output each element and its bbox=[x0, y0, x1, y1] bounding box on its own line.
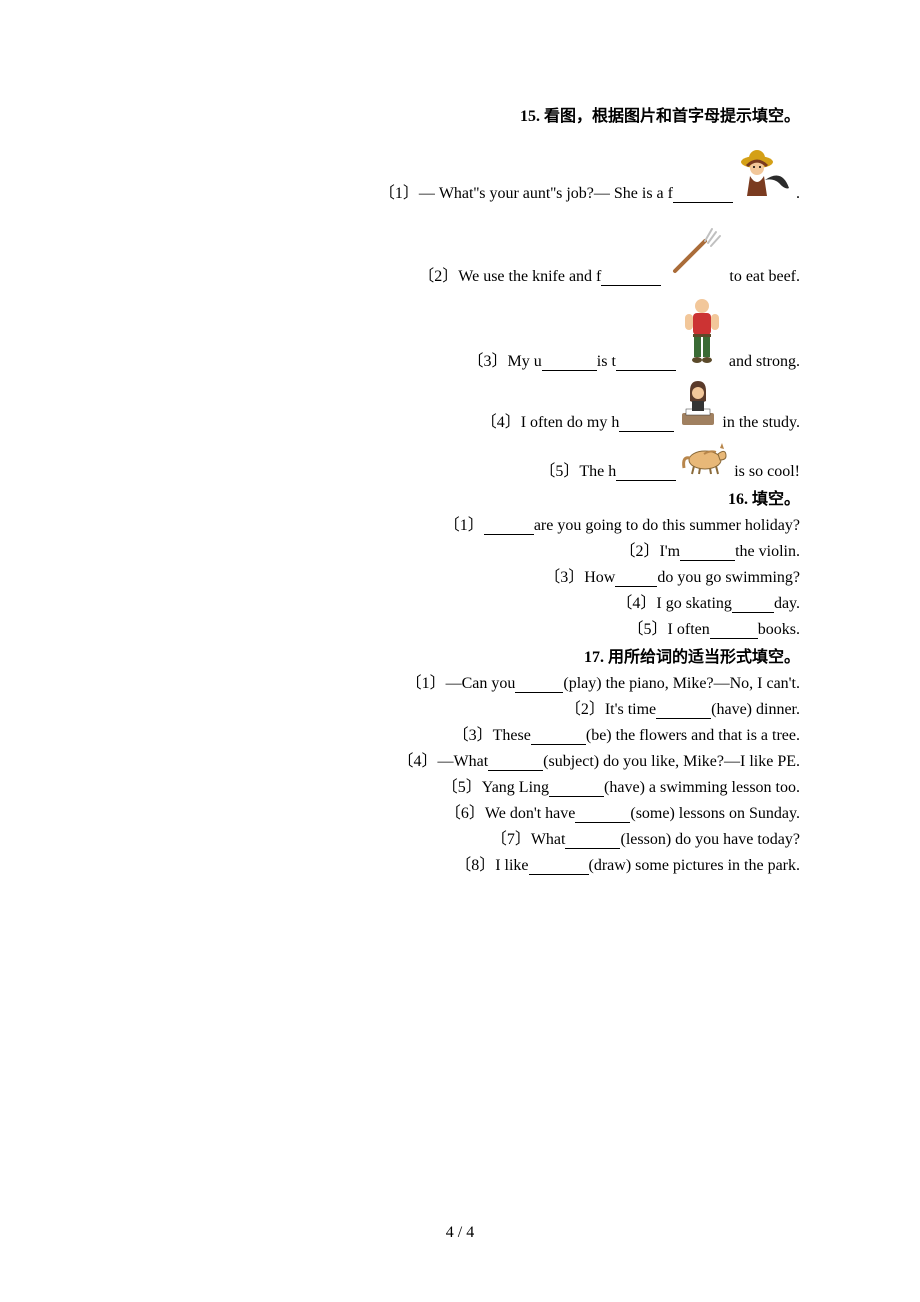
page-number: 4 / 4 bbox=[446, 1224, 474, 1241]
s17-heading-text: 17. 用所给词的适当形式填空。 bbox=[584, 643, 800, 667]
text: do you go swimming? bbox=[657, 569, 800, 587]
text: . bbox=[796, 185, 800, 203]
s15-item-4: 〔4〕I often do my h in the study. bbox=[120, 379, 800, 432]
farmer-woman-icon bbox=[737, 148, 792, 203]
s16-item-3: 〔3〕How do you go swimming? bbox=[120, 561, 800, 587]
text: 〔3〕These bbox=[453, 721, 531, 745]
blank[interactable] bbox=[484, 520, 534, 535]
page-footer: 4 / 4 bbox=[0, 1224, 920, 1242]
s16-item-2: 〔2〕I'm the violin. bbox=[120, 535, 800, 561]
strong-man-icon bbox=[680, 296, 725, 371]
s16-heading-text: 16. 填空。 bbox=[728, 485, 800, 509]
blank[interactable] bbox=[616, 356, 676, 371]
text: 〔2〕We use the knife and f bbox=[418, 262, 601, 286]
text: (subject) do you like, Mike?—I like PE. bbox=[543, 753, 800, 771]
blank[interactable] bbox=[732, 598, 774, 613]
s17-heading: 17. 用所给词的适当形式填空。 bbox=[120, 641, 800, 667]
s16-item-5: 〔5〕I often books. bbox=[120, 613, 800, 639]
text: (draw) some pictures in the park. bbox=[589, 857, 800, 875]
text: 〔3〕How bbox=[544, 563, 615, 587]
text: the violin. bbox=[735, 543, 800, 561]
text: (some) lessons on Sunday. bbox=[630, 805, 800, 823]
text: 〔5〕I often bbox=[628, 615, 710, 639]
s17-item-4: 〔4〕—What (subject) do you like, Mike?—I … bbox=[120, 745, 800, 771]
blank[interactable] bbox=[488, 756, 543, 771]
text: 〔2〕It's time bbox=[565, 695, 656, 719]
text: and strong. bbox=[729, 353, 800, 371]
text: 〔1〕— What''s your aunt''s job?— She is a… bbox=[379, 179, 673, 203]
s15-item-2: 〔2〕We use the knife and f to eat beef. bbox=[120, 221, 800, 286]
blank[interactable] bbox=[549, 782, 604, 797]
text: (lesson) do you have today? bbox=[620, 831, 800, 849]
blank[interactable] bbox=[619, 417, 674, 432]
page-content: 15. 看图，根据图片和首字母提示填空。 〔1〕— What''s your a… bbox=[120, 100, 800, 875]
text: 〔7〕What bbox=[491, 825, 566, 849]
blank[interactable] bbox=[542, 356, 597, 371]
s15-item-3: 〔3〕My u is t and strong. bbox=[120, 296, 800, 371]
s16-item-4: 〔4〕I go skating day. bbox=[120, 587, 800, 613]
text: (have) a swimming lesson too. bbox=[604, 779, 800, 797]
text: 〔3〕My u bbox=[468, 347, 542, 371]
text: 〔4〕I often do my h bbox=[481, 408, 620, 432]
horse-icon bbox=[680, 438, 730, 481]
text: (play) the piano, Mike?—No, I can't. bbox=[563, 675, 800, 693]
text: to eat beef. bbox=[729, 268, 800, 286]
text: 〔1〕—Can you bbox=[406, 669, 516, 693]
blank[interactable] bbox=[601, 271, 661, 286]
text: (be) the flowers and that is a tree. bbox=[586, 727, 800, 745]
text: 〔5〕The h bbox=[539, 457, 616, 481]
s15-item-5: 〔5〕The h is so cool! bbox=[120, 438, 800, 481]
s17-item-2: 〔2〕It's time (have) dinner. bbox=[120, 693, 800, 719]
s17-item-7: 〔7〕What (lesson) do you have today? bbox=[120, 823, 800, 849]
blank[interactable] bbox=[673, 188, 733, 203]
text: are you going to do this summer holiday? bbox=[534, 517, 800, 535]
blank[interactable] bbox=[515, 678, 563, 693]
blank[interactable] bbox=[575, 808, 630, 823]
fork-icon bbox=[665, 221, 725, 286]
text: 〔8〕I like bbox=[455, 851, 528, 875]
blank[interactable] bbox=[616, 466, 676, 481]
s17-item-3: 〔3〕These (be) the flowers and that is a … bbox=[120, 719, 800, 745]
s17-item-8: 〔8〕I like (draw) some pictures in the pa… bbox=[120, 849, 800, 875]
text: day. bbox=[774, 595, 800, 613]
blank[interactable] bbox=[565, 834, 620, 849]
homework-girl-icon bbox=[678, 379, 718, 432]
text: 〔2〕I'm bbox=[619, 537, 680, 561]
text: books. bbox=[758, 621, 800, 639]
blank[interactable] bbox=[710, 624, 758, 639]
text: 〔4〕I go skating bbox=[616, 589, 732, 613]
text: 〔1〕 bbox=[444, 511, 484, 535]
text: 〔5〕Yang Ling bbox=[442, 773, 549, 797]
blank[interactable] bbox=[529, 860, 589, 875]
s15-heading: 15. 看图，根据图片和首字母提示填空。 bbox=[120, 100, 800, 126]
blank[interactable] bbox=[615, 572, 657, 587]
s15-item-1: 〔1〕— What''s your aunt''s job?— She is a… bbox=[120, 148, 800, 203]
text: 〔6〕We don't have bbox=[445, 799, 575, 823]
blank[interactable] bbox=[656, 704, 711, 719]
s16-item-1: 〔1〕 are you going to do this summer holi… bbox=[120, 509, 800, 535]
s15-heading-text: 15. 看图，根据图片和首字母提示填空。 bbox=[520, 102, 800, 126]
s16-heading: 16. 填空。 bbox=[120, 483, 800, 509]
blank[interactable] bbox=[680, 546, 735, 561]
text: is so cool! bbox=[734, 463, 800, 481]
text: (have) dinner. bbox=[711, 701, 800, 719]
text: is t bbox=[597, 353, 616, 371]
s17-item-6: 〔6〕We don't have (some) lessons on Sunda… bbox=[120, 797, 800, 823]
s17-item-1: 〔1〕—Can you (play) the piano, Mike?—No, … bbox=[120, 667, 800, 693]
s17-item-5: 〔5〕Yang Ling (have) a swimming lesson to… bbox=[120, 771, 800, 797]
blank[interactable] bbox=[531, 730, 586, 745]
text: 〔4〕—What bbox=[398, 747, 489, 771]
text: in the study. bbox=[722, 414, 800, 432]
